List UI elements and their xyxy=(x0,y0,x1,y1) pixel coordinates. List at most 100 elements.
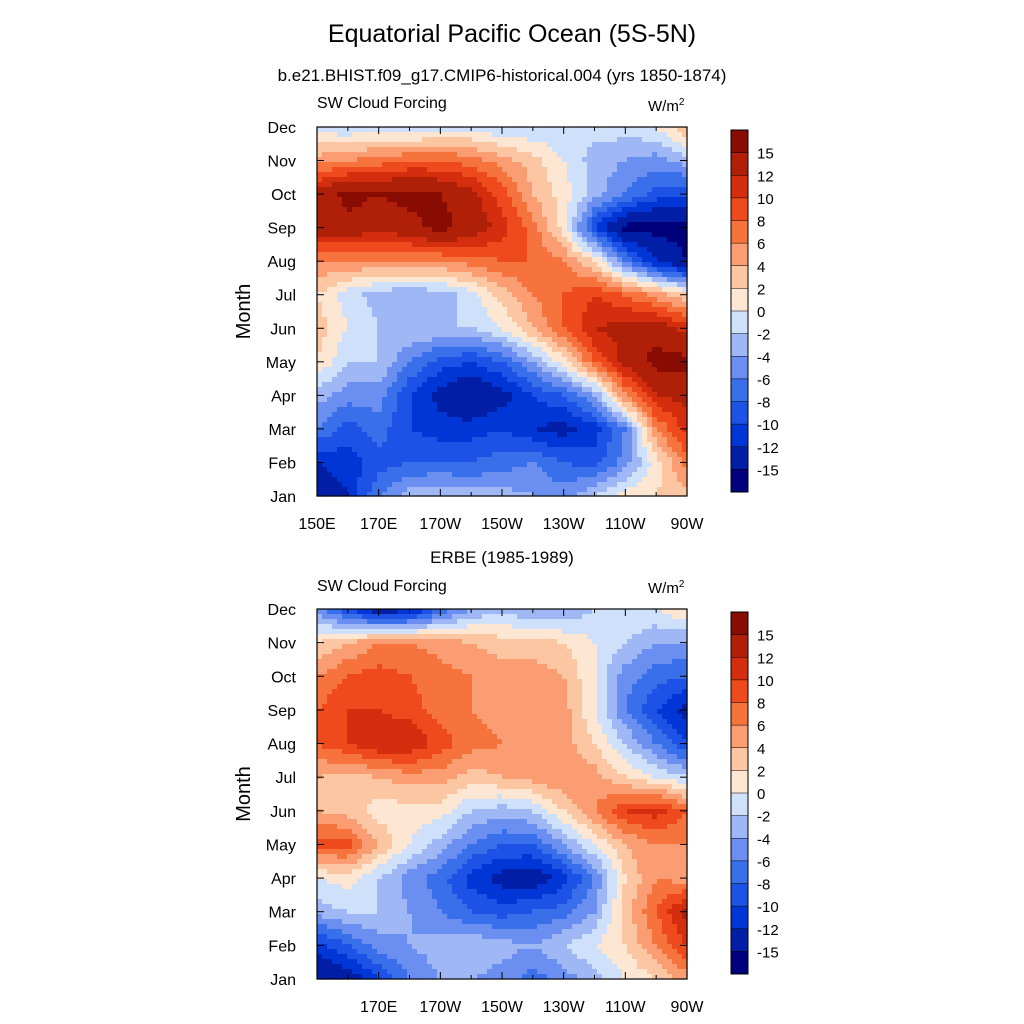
contour-cell xyxy=(417,272,423,278)
contour-cell xyxy=(457,182,463,188)
contour-cell xyxy=(577,317,583,323)
contour-cell xyxy=(542,332,548,338)
contour-cell xyxy=(352,307,358,313)
contour-cell xyxy=(472,337,478,343)
contour-cell xyxy=(662,307,668,313)
contour-cell xyxy=(617,232,623,238)
contour-cell xyxy=(432,217,438,223)
contour-cell xyxy=(607,182,613,188)
contour-cell xyxy=(627,237,633,243)
contour-cell xyxy=(597,377,603,383)
contour-cell xyxy=(662,327,668,333)
contour-cell xyxy=(562,317,568,323)
contour-cell xyxy=(597,427,603,433)
contour-cell xyxy=(457,457,463,463)
contour-cell xyxy=(557,367,563,373)
contour-cell xyxy=(372,362,378,368)
contour-cell xyxy=(532,292,538,298)
contour-cell xyxy=(582,457,588,463)
contour-cell xyxy=(352,197,358,203)
contour-cell xyxy=(427,332,433,338)
contour-cell xyxy=(657,152,663,158)
contour-cell xyxy=(537,222,543,228)
contour-cell xyxy=(627,127,633,133)
contour-cell xyxy=(447,187,453,193)
contour-cell xyxy=(497,132,503,138)
contour-cell xyxy=(537,177,543,183)
contour-cell xyxy=(572,342,578,348)
contour-cell xyxy=(367,132,373,138)
contour-cell xyxy=(337,377,343,383)
contour-cell xyxy=(577,137,583,143)
contour-cell xyxy=(432,457,438,463)
contour-cell xyxy=(537,352,543,358)
contour-cell xyxy=(467,227,473,233)
contour-cell xyxy=(637,292,643,298)
contour-cell xyxy=(342,347,348,353)
contour-cell xyxy=(487,402,493,408)
contour-cell xyxy=(472,222,478,228)
contour-cell xyxy=(337,187,343,193)
contour-cell xyxy=(422,337,428,343)
contour-cell xyxy=(647,257,653,263)
contour-cell xyxy=(387,442,393,448)
contour-cell xyxy=(487,137,493,143)
contour-cell xyxy=(622,412,628,418)
contour-cell xyxy=(337,302,343,308)
contour-cell xyxy=(392,162,398,168)
contour-cell xyxy=(502,192,508,198)
contour-cell xyxy=(342,142,348,148)
contour-cell xyxy=(532,412,538,418)
contour-cell xyxy=(412,437,418,443)
contour-cell xyxy=(352,407,358,413)
contour-cell xyxy=(482,272,488,278)
contour-cell xyxy=(377,227,383,233)
contour-cell xyxy=(542,217,548,223)
contour-cell xyxy=(342,152,348,158)
contour-cell xyxy=(527,427,533,433)
contour-cell xyxy=(537,367,543,373)
contour-cell xyxy=(497,227,503,233)
contour-cell xyxy=(327,242,333,248)
contour-cell xyxy=(622,382,628,388)
contour-cell xyxy=(612,142,618,148)
contour-cell xyxy=(362,197,368,203)
contour-cell xyxy=(627,347,633,353)
contour-cell xyxy=(412,187,418,193)
contour-cell xyxy=(577,397,583,403)
contour-cell xyxy=(527,137,533,143)
contour-cell xyxy=(527,282,533,288)
contour-cell xyxy=(547,272,553,278)
contour-cell xyxy=(527,437,533,443)
contour-cell xyxy=(362,257,368,263)
contour-cell xyxy=(552,137,558,143)
contour-cell xyxy=(542,257,548,263)
contour-cell xyxy=(662,177,668,183)
contour-cell xyxy=(407,252,413,258)
contour-cell xyxy=(392,297,398,303)
contour-cell xyxy=(342,257,348,263)
contour-cell xyxy=(392,192,398,198)
contour-cell xyxy=(647,242,653,248)
contour-cell xyxy=(477,302,483,308)
contour-cell xyxy=(552,162,558,168)
contour-cell xyxy=(597,187,603,193)
contour-cell xyxy=(387,387,393,393)
contour-cell xyxy=(442,312,448,318)
contour-cell xyxy=(482,287,488,293)
contour-cell xyxy=(612,172,618,178)
contour-cell xyxy=(477,137,483,143)
contour-cell xyxy=(422,392,428,398)
contour-cell xyxy=(372,452,378,458)
contour-cell xyxy=(467,287,473,293)
contour-cell xyxy=(397,242,403,248)
contour-cell xyxy=(572,317,578,323)
contour-cell xyxy=(512,322,518,328)
contour-cell xyxy=(392,257,398,263)
contour-cell xyxy=(417,327,423,333)
contour-cell xyxy=(412,422,418,428)
contour-cell xyxy=(362,452,368,458)
contour-cell xyxy=(592,282,598,288)
contour-cell xyxy=(597,407,603,413)
contour-cell xyxy=(482,442,488,448)
